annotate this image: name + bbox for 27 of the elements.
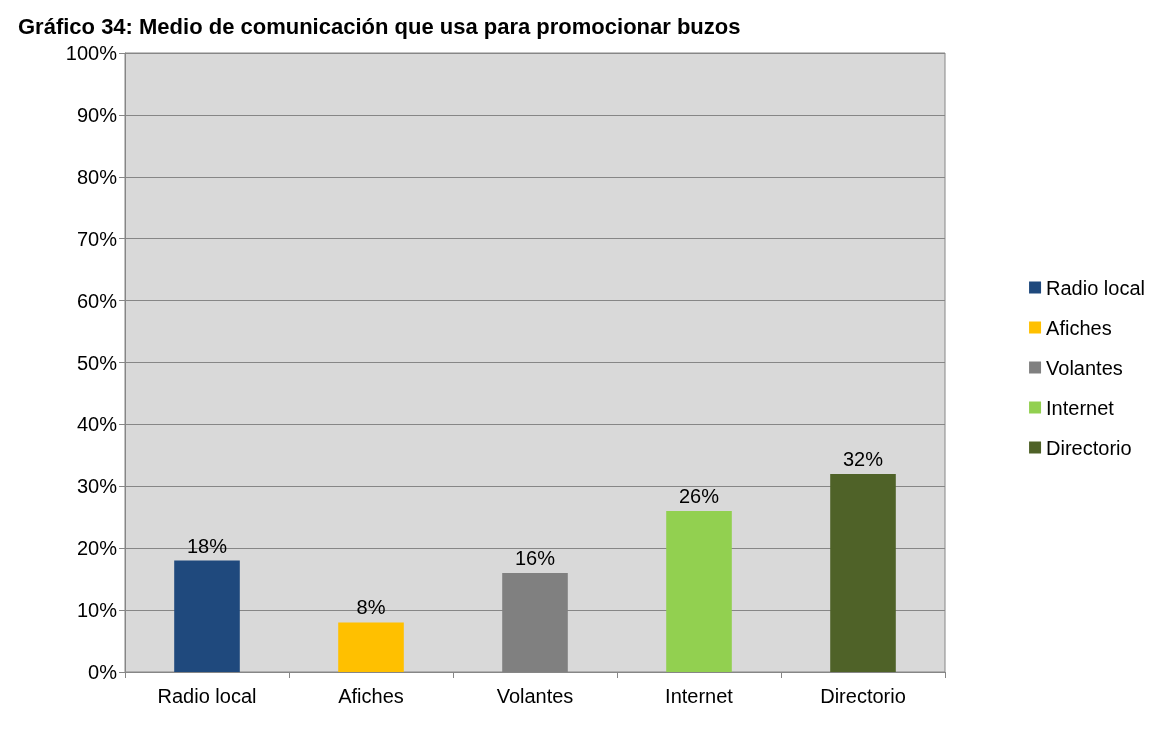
legend-label: Radio local (1046, 276, 1146, 299)
data-label: 32% (842, 447, 884, 470)
chart-title: Gráfico 34: Medio de comunicación que usa para promocionar buzos (18, 13, 741, 39)
x-tick-label: Afiches (338, 685, 404, 707)
y-tick-label: 50% (76, 351, 118, 374)
y-tick-label: 20% (76, 537, 118, 560)
x-tick-label: Volantes (496, 685, 574, 707)
y-tick-label: 10% (76, 599, 118, 622)
legend-label: Volantes (1046, 356, 1123, 379)
x-tick-label: Directorio (820, 685, 906, 707)
x-tick-label: Radio local (157, 685, 257, 707)
legend-label: Afiches (1046, 316, 1112, 339)
y-tick-label: 30% (76, 475, 118, 498)
y-tick-label: 40% (76, 413, 118, 436)
y-tick-label: 80% (76, 165, 118, 188)
data-label: 26% (678, 485, 720, 508)
y-tick-label: 90% (76, 103, 118, 126)
legend-label: Internet (1046, 396, 1115, 419)
y-tick-label: 70% (76, 227, 118, 250)
data-label: 18% (186, 534, 228, 557)
legend-label: Directorio (1046, 436, 1132, 459)
x-tick-label: Internet (665, 685, 734, 707)
y-tick-label: 0% (88, 661, 118, 683)
y-tick-label: 100% (65, 42, 118, 64)
y-tick-label: 60% (76, 289, 118, 312)
data-label: 16% (514, 546, 556, 569)
data-label: 8% (356, 596, 386, 619)
